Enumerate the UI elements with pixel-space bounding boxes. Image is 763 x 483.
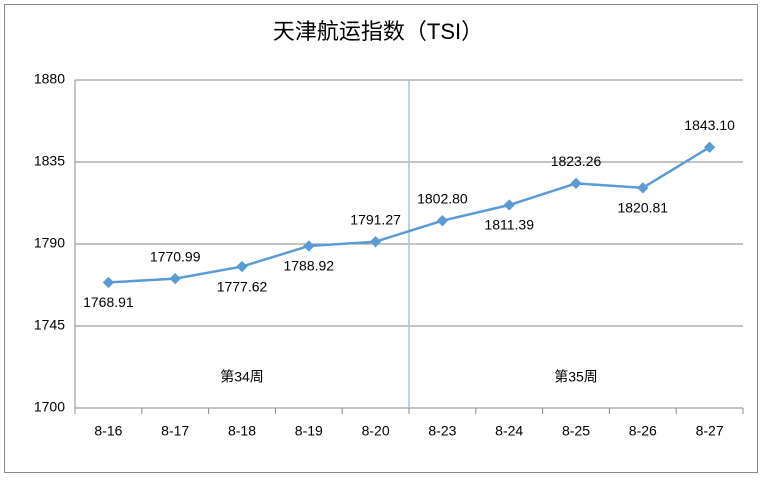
marker <box>169 272 181 285</box>
data-label: 1843.10 <box>684 117 735 133</box>
marker <box>436 215 449 227</box>
data-label: 1777.62 <box>217 278 268 294</box>
data-label: 1791.27 <box>350 211 401 227</box>
chart-frame <box>4 4 758 473</box>
x-tick-label: 8-25 <box>562 423 590 439</box>
x-tick-label: 8-19 <box>295 423 323 439</box>
y-tick-label: 1835 <box>34 153 65 169</box>
data-label: 1802.80 <box>417 190 468 206</box>
marker <box>369 236 382 248</box>
x-tick-label: 8-18 <box>228 423 256 439</box>
data-label: 1788.92 <box>283 258 334 274</box>
x-tick-label: 8-17 <box>161 423 189 439</box>
x-tick-label: 8-23 <box>428 423 456 439</box>
x-tick-label: 8-27 <box>696 423 724 439</box>
data-label: 1770.99 <box>150 248 201 264</box>
marker <box>637 182 649 194</box>
data-label: 1768.91 <box>83 294 134 310</box>
x-tick-label: 8-24 <box>495 423 523 439</box>
data-label: 1823.26 <box>551 153 602 169</box>
y-tick-label: 1700 <box>34 399 65 415</box>
x-tick-label: 8-26 <box>629 423 657 439</box>
y-tick-label: 1790 <box>34 235 65 251</box>
y-tick-label: 1745 <box>34 317 65 333</box>
y-tick-label: 1880 <box>34 71 65 87</box>
x-tick-label: 8-20 <box>362 423 390 439</box>
line <box>108 146 711 284</box>
x-tick-label: 8-16 <box>94 423 122 439</box>
marker <box>570 177 582 190</box>
data-label: 1820.81 <box>617 200 668 216</box>
marker <box>703 141 716 153</box>
marker <box>303 240 315 252</box>
marker <box>236 260 248 273</box>
marker <box>503 199 515 211</box>
chart-title: 天津航运指数（TSI） <box>273 19 483 44</box>
data-label: 1811.39 <box>484 217 534 233</box>
week-label: 第34周 <box>220 369 264 385</box>
week-label: 第35周 <box>554 369 598 385</box>
